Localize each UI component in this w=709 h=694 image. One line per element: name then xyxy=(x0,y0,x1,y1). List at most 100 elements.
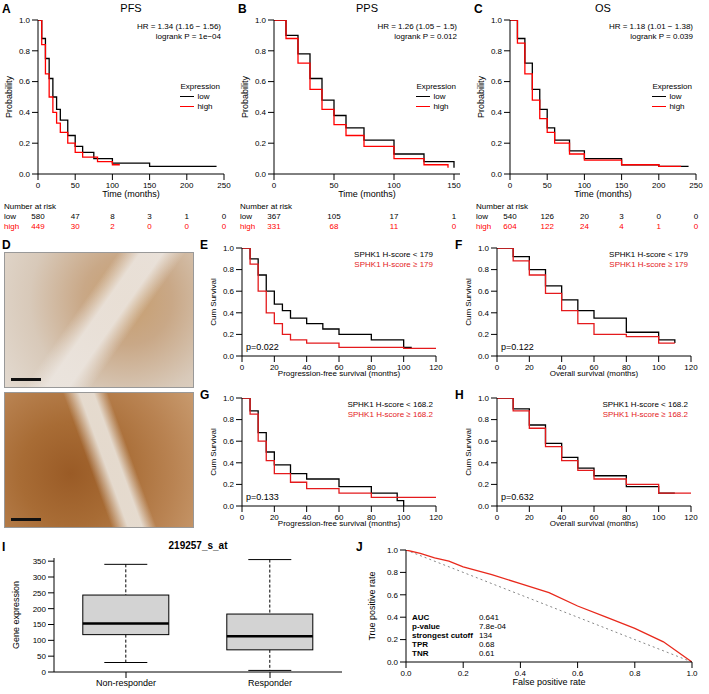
svg-text:1.0: 1.0 xyxy=(223,394,235,403)
svg-text:200: 200 xyxy=(652,181,666,190)
svg-text:1.0: 1.0 xyxy=(255,16,267,25)
svg-text:0.4: 0.4 xyxy=(478,459,490,468)
svg-text:0: 0 xyxy=(42,668,47,677)
html-text:low: low xyxy=(197,91,210,101)
svg-text:1.0: 1.0 xyxy=(19,16,31,25)
svg-text:0.6: 0.6 xyxy=(387,591,399,600)
svg-text:0.8: 0.8 xyxy=(223,265,235,274)
svg-text:20: 20 xyxy=(525,513,534,522)
svg-text:1.0: 1.0 xyxy=(478,244,490,253)
html-text:Expression: Expression xyxy=(180,81,220,91)
svg-text:0.4: 0.4 xyxy=(19,108,31,117)
svg-text:200: 200 xyxy=(33,605,47,614)
svg-text:100: 100 xyxy=(33,636,47,645)
svg-text:0.2: 0.2 xyxy=(19,139,31,148)
html-text:219257_s_at: 219257_s_at xyxy=(168,540,228,551)
html-text:PPS: PPS xyxy=(356,2,378,14)
svg-text:100: 100 xyxy=(652,363,666,372)
svg-text:1.0: 1.0 xyxy=(387,546,399,555)
svg-text:0.0: 0.0 xyxy=(491,170,503,179)
svg-text:0.2: 0.2 xyxy=(387,635,399,644)
svg-text:0.2: 0.2 xyxy=(223,330,235,339)
svg-text:250: 250 xyxy=(689,181,703,190)
svg-text:100: 100 xyxy=(578,181,592,190)
svg-text:0.6: 0.6 xyxy=(491,77,503,86)
svg-text:0.8: 0.8 xyxy=(478,415,490,424)
svg-text:0.8: 0.8 xyxy=(478,265,490,274)
svg-text:0.2: 0.2 xyxy=(223,480,235,489)
svg-text:200: 200 xyxy=(180,181,194,190)
svg-text:0.6: 0.6 xyxy=(223,287,235,296)
svg-text:0.2: 0.2 xyxy=(255,139,267,148)
svg-text:0: 0 xyxy=(508,181,513,190)
svg-text:Non-responder: Non-responder xyxy=(96,678,156,688)
svg-text:150: 150 xyxy=(143,181,157,190)
svg-text:1.0: 1.0 xyxy=(478,394,490,403)
svg-text:0.2: 0.2 xyxy=(458,669,470,678)
svg-text:120: 120 xyxy=(429,363,443,372)
svg-text:50: 50 xyxy=(37,652,46,661)
svg-text:0.4: 0.4 xyxy=(491,108,503,117)
svg-text:0.6: 0.6 xyxy=(572,669,584,678)
svg-text:100: 100 xyxy=(652,513,666,522)
html-text:PFS: PFS xyxy=(120,2,142,14)
svg-text:Responder: Responder xyxy=(248,678,292,688)
svg-text:0.8: 0.8 xyxy=(629,669,641,678)
svg-text:100: 100 xyxy=(106,181,120,190)
html-text:Probability: Probability xyxy=(4,76,14,118)
svg-text:0.4: 0.4 xyxy=(515,669,527,678)
svg-text:0.2: 0.2 xyxy=(478,330,490,339)
svg-text:1.0: 1.0 xyxy=(686,669,698,678)
svg-text:0: 0 xyxy=(495,363,500,372)
svg-text:20: 20 xyxy=(525,363,534,372)
svg-text:0.2: 0.2 xyxy=(491,139,503,148)
svg-text:100: 100 xyxy=(387,181,401,190)
svg-text:0: 0 xyxy=(240,363,245,372)
svg-text:50: 50 xyxy=(71,181,80,190)
svg-text:0: 0 xyxy=(272,181,277,190)
svg-text:0.6: 0.6 xyxy=(478,437,490,446)
svg-text:150: 150 xyxy=(615,181,629,190)
svg-text:0.8: 0.8 xyxy=(19,47,31,56)
svg-text:120: 120 xyxy=(684,363,698,372)
svg-text:0.0: 0.0 xyxy=(19,170,31,179)
svg-text:1.0: 1.0 xyxy=(223,244,235,253)
svg-text:0.0: 0.0 xyxy=(387,658,399,667)
svg-text:0.4: 0.4 xyxy=(255,108,267,117)
svg-text:0.0: 0.0 xyxy=(478,502,490,511)
svg-text:0.0: 0.0 xyxy=(255,170,267,179)
svg-text:0.6: 0.6 xyxy=(478,287,490,296)
svg-text:0.8: 0.8 xyxy=(491,47,503,56)
svg-text:0.8: 0.8 xyxy=(387,568,399,577)
svg-text:0.4: 0.4 xyxy=(223,459,235,468)
svg-text:250: 250 xyxy=(33,589,47,598)
svg-text:300: 300 xyxy=(33,573,47,582)
svg-text:0.4: 0.4 xyxy=(478,309,490,318)
svg-text:0.0: 0.0 xyxy=(478,352,490,361)
svg-text:1.0: 1.0 xyxy=(491,16,503,25)
svg-text:0.0: 0.0 xyxy=(223,502,235,511)
svg-text:0.4: 0.4 xyxy=(223,309,235,318)
svg-text:0.8: 0.8 xyxy=(255,47,267,56)
svg-text:0.4: 0.4 xyxy=(387,613,399,622)
svg-text:50: 50 xyxy=(543,181,552,190)
svg-text:120: 120 xyxy=(429,513,443,522)
svg-text:150: 150 xyxy=(33,620,47,629)
svg-text:0.6: 0.6 xyxy=(19,77,31,86)
svg-text:0: 0 xyxy=(36,181,41,190)
svg-text:0.0: 0.0 xyxy=(223,352,235,361)
svg-text:0.0: 0.0 xyxy=(400,669,412,678)
svg-text:0.6: 0.6 xyxy=(223,437,235,446)
svg-text:0.6: 0.6 xyxy=(255,77,267,86)
svg-text:250: 250 xyxy=(217,181,231,190)
svg-text:0.2: 0.2 xyxy=(478,480,490,489)
svg-text:350: 350 xyxy=(33,557,47,566)
svg-text:0: 0 xyxy=(240,513,245,522)
svg-text:120: 120 xyxy=(684,513,698,522)
svg-text:0.8: 0.8 xyxy=(223,415,235,424)
svg-text:50: 50 xyxy=(330,181,339,190)
html-text:OS: OS xyxy=(595,2,611,14)
svg-text:0: 0 xyxy=(495,513,500,522)
html-text:high: high xyxy=(197,101,213,111)
svg-text:150: 150 xyxy=(447,181,461,190)
